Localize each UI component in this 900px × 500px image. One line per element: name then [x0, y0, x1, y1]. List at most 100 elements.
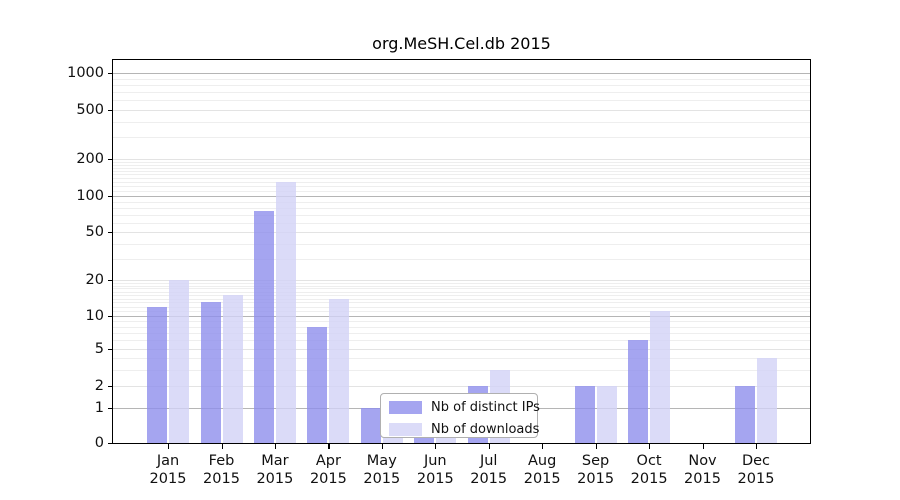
y-tick-mark [108, 408, 113, 410]
bar-downloads [169, 280, 189, 443]
x-tick-month: Oct [636, 453, 662, 469]
minor-gridline [113, 174, 810, 176]
x-tick-year: 2015 [149, 471, 187, 487]
y-tick-mark [108, 443, 113, 445]
bar-distinct-ips [307, 326, 328, 443]
x-tick-mark [542, 444, 544, 449]
x-tick-year: 2015 [363, 471, 401, 487]
x-tick-mark [221, 444, 223, 449]
x-tick-year: 2015 [256, 471, 294, 487]
x-tick-year: 2015 [684, 471, 721, 487]
x-tick-year: 2015 [470, 471, 508, 487]
plot-area [113, 60, 810, 443]
legend-label-distinct-ips: Nb of distinct IPs [431, 399, 540, 415]
x-tick-mark [274, 444, 277, 449]
y-tick-mark [108, 159, 113, 161]
minor-gridline [113, 214, 810, 216]
bar-downloads [757, 358, 777, 443]
bar-distinct-ips [147, 306, 167, 443]
minor-gridline [113, 190, 810, 192]
x-tick-mark [488, 444, 490, 449]
x-tick-month: Dec [741, 453, 771, 469]
y-tick-mark [108, 316, 113, 318]
minor-gridline [113, 201, 810, 203]
legend: Nb of distinct IPs Nb of downloads [380, 393, 540, 438]
y-tick-label: 200 [76, 151, 104, 167]
minor-gridline [113, 100, 810, 102]
bar-downloads [222, 294, 243, 443]
minor-gridline [113, 258, 810, 260]
legend-label-downloads: Nb of downloads [431, 421, 540, 437]
bar-downloads [275, 182, 296, 443]
bar-downloads [596, 386, 617, 443]
labeled-gridline [113, 110, 810, 111]
y-tick-mark [108, 73, 113, 75]
minor-gridline [113, 137, 810, 139]
y-tick-mark [108, 349, 113, 351]
minor-gridline [113, 164, 810, 166]
y-tick-label: 20 [85, 272, 104, 288]
y-tick-label: 0 [94, 435, 104, 451]
minor-gridline [113, 321, 810, 322]
x-tick-label: Feb 2015 [192, 452, 252, 488]
minor-gridline [113, 170, 810, 172]
minor-gridline [113, 186, 810, 188]
minor-gridline [113, 369, 810, 371]
y-tick-label: 10 [85, 308, 104, 324]
y-tick-label: 1 [94, 400, 104, 416]
y-tick-mark [108, 196, 113, 198]
y-tick-label: 2 [94, 378, 104, 394]
y-tick-mark [108, 110, 113, 112]
x-tick-label: Nov 2015 [673, 452, 733, 488]
bar-downloads [650, 311, 671, 443]
y-tick-mark [108, 386, 113, 388]
x-tick-mark [702, 444, 704, 449]
x-tick-year: 2015 [309, 471, 347, 487]
minor-gridline [113, 167, 810, 169]
bar-distinct-ips [253, 210, 274, 443]
x-tick-year: 2015 [577, 471, 615, 487]
bar-downloads [329, 298, 350, 443]
minor-gridline [113, 302, 810, 304]
x-tick-month: Jan [156, 453, 180, 469]
minor-gridline [113, 282, 810, 284]
labeled-gridline [113, 232, 810, 233]
minor-gridline [113, 358, 810, 359]
x-tick-mark [756, 444, 758, 449]
legend-row-distinct-ips: Nb of distinct IPs [381, 397, 540, 417]
bar-distinct-ips [200, 302, 221, 443]
x-tick-label: Oct 2015 [619, 452, 679, 488]
x-tick-mark [649, 444, 651, 449]
minor-gridline [113, 285, 810, 287]
minor-gridline [113, 178, 810, 179]
x-tick-mark [595, 444, 597, 449]
minor-gridline [113, 294, 810, 296]
labeled-gridline [113, 159, 810, 160]
minor-gridline [113, 326, 810, 328]
labeled-gridline [113, 349, 810, 350]
minor-gridline [113, 243, 810, 245]
bar-distinct-ips [574, 386, 595, 443]
minor-gridline [113, 78, 810, 80]
major-gridline [113, 73, 810, 74]
x-tick-label: Jun 2015 [405, 452, 465, 488]
x-tick-label: Sep 2015 [566, 452, 626, 488]
x-tick-label: May 2015 [352, 452, 412, 488]
x-tick-label: Jan 2015 [138, 452, 198, 488]
x-tick-month: Feb [208, 453, 235, 469]
x-tick-label: Aug 2015 [512, 452, 572, 488]
x-tick-month: Sep [581, 453, 610, 469]
x-tick-year: 2015 [630, 471, 668, 487]
minor-gridline [113, 333, 810, 334]
x-tick-label: Mar 2015 [245, 452, 305, 488]
x-tick-month: Nov [688, 453, 717, 469]
minor-gridline [113, 288, 810, 290]
chart-title: org.MeSH.Cel.db 2015 [372, 34, 551, 53]
x-tick-month: Jul [479, 453, 498, 469]
x-tick-month: Jun [423, 453, 447, 469]
minor-gridline [113, 340, 810, 342]
x-tick-mark [168, 444, 170, 449]
minor-gridline [113, 222, 810, 224]
y-tick-mark [108, 280, 113, 282]
y-tick-label: 1000 [67, 65, 104, 81]
